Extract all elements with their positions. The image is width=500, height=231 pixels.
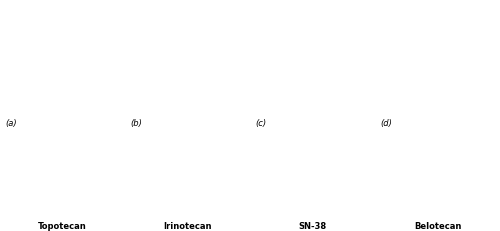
- Text: (c): (c): [255, 119, 266, 128]
- Text: Irinotecan: Irinotecan: [163, 221, 212, 230]
- Text: (a): (a): [5, 119, 16, 128]
- Text: (b): (b): [130, 119, 142, 128]
- Text: SN-38: SN-38: [298, 221, 326, 230]
- Text: Topotecan: Topotecan: [38, 221, 87, 230]
- Text: Belotecan: Belotecan: [414, 221, 461, 230]
- Text: (d): (d): [380, 119, 392, 128]
